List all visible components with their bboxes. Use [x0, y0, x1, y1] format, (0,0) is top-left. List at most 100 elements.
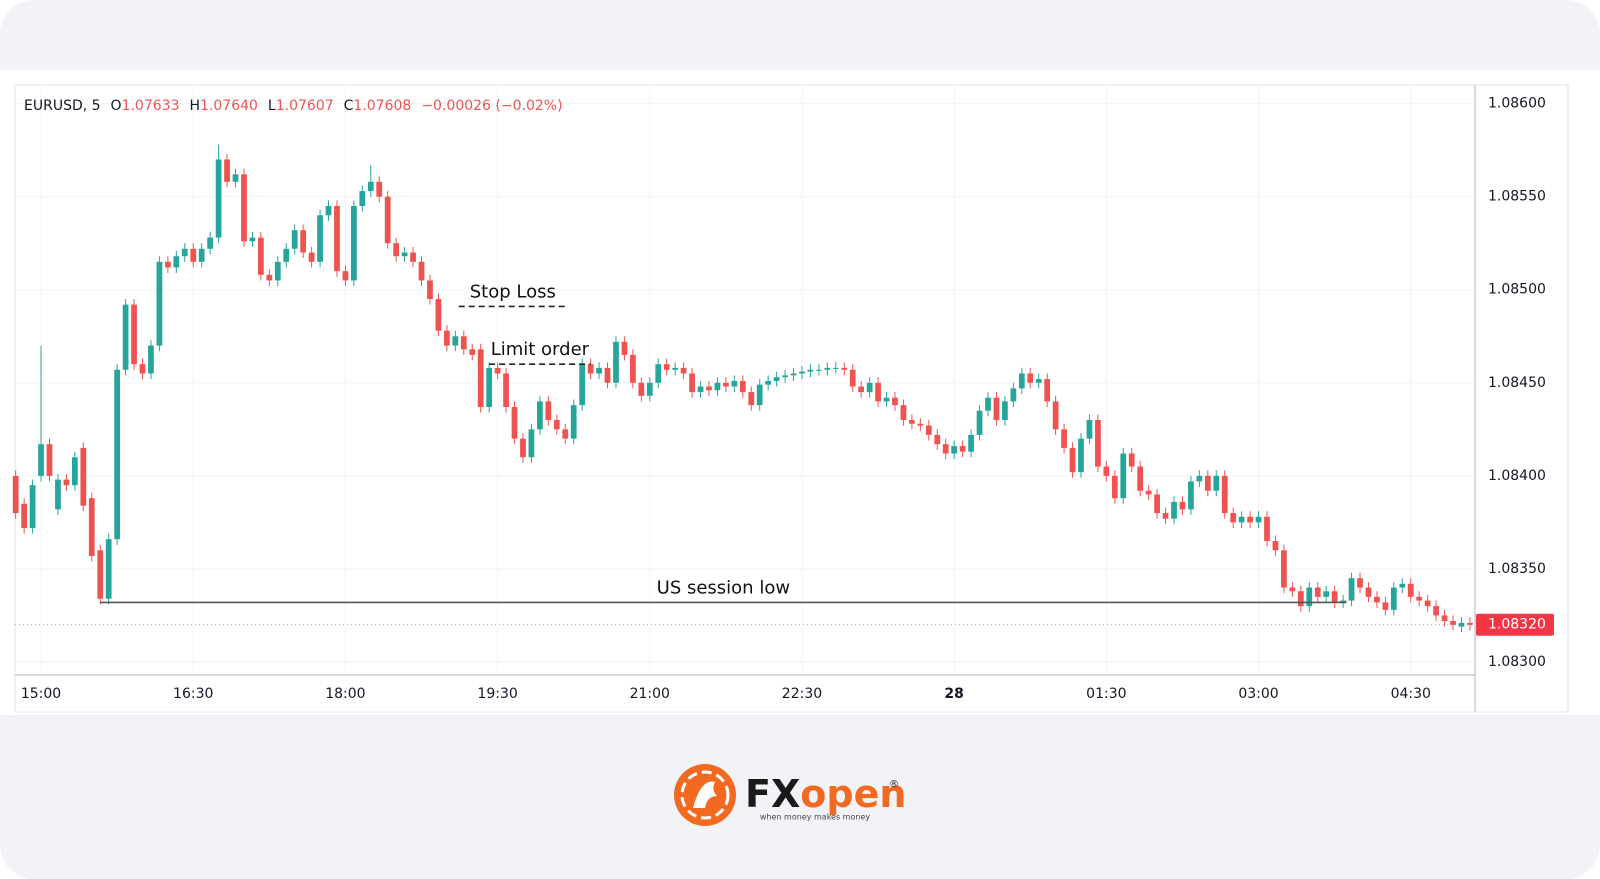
candle-body	[663, 364, 670, 370]
annotation-label: US session low	[657, 577, 790, 598]
candle-body	[1204, 475, 1211, 491]
candle-body	[1365, 587, 1372, 597]
candle-body	[892, 397, 898, 406]
candle-body	[1399, 583, 1406, 588]
candle-body	[748, 392, 755, 406]
candle-body	[1128, 453, 1135, 467]
candle-body	[12, 475, 19, 514]
candle-body	[46, 444, 53, 476]
y-tick-label: 1.08450	[1488, 375, 1546, 391]
candle-body	[1078, 438, 1084, 473]
x-tick-label: 21:00	[630, 686, 670, 702]
candle-body	[689, 373, 695, 393]
y-tick-label: 1.08500	[1488, 282, 1546, 298]
candle-body	[723, 382, 729, 387]
candle-body	[1018, 373, 1025, 389]
candle-body	[883, 397, 890, 402]
candle-body	[799, 371, 805, 374]
candle-body	[469, 349, 476, 355]
annotation-label: Limit order	[491, 339, 590, 360]
candle-body	[55, 479, 61, 510]
candle-body	[858, 386, 865, 393]
candle-body	[782, 375, 788, 378]
header-item: −0.00026 (−0.02%)	[421, 98, 562, 114]
candle-body	[1323, 591, 1330, 597]
candle-body	[1331, 591, 1338, 603]
annotation-label: Stop Loss	[470, 281, 556, 302]
candle-body	[1095, 420, 1101, 467]
candle-body	[545, 401, 552, 421]
candle-body	[570, 405, 577, 439]
candle-body	[359, 191, 366, 206]
y-tick-label: 1.08400	[1488, 468, 1546, 484]
candle-body	[1035, 379, 1042, 383]
header-item: C	[344, 98, 354, 114]
candle-body	[528, 429, 535, 458]
candle-body	[131, 304, 137, 365]
x-tick-label: 01:30	[1086, 686, 1126, 702]
candle-body	[122, 304, 129, 370]
candle-body	[909, 420, 915, 424]
candle-body	[257, 237, 264, 275]
candle-body	[1297, 591, 1304, 607]
header-item: H	[189, 98, 200, 114]
candle-body	[807, 369, 814, 372]
candle-body	[215, 159, 222, 238]
header-item: 1.07633	[122, 98, 180, 114]
header-item: L	[268, 98, 276, 114]
candle-body	[604, 367, 611, 383]
candle-body	[1069, 447, 1076, 473]
candle-body	[976, 410, 983, 435]
candle-body	[350, 205, 357, 281]
candle-body	[849, 369, 856, 387]
candle-body	[401, 252, 408, 257]
last-price-box	[1476, 613, 1554, 636]
candle-body	[596, 367, 602, 374]
candle-body	[756, 384, 763, 406]
y-tick-label: 1.08350	[1488, 561, 1546, 577]
candle-body	[587, 364, 594, 374]
logo-registered: ®	[889, 779, 899, 790]
candle-body	[148, 345, 154, 374]
candle-body	[1188, 481, 1194, 510]
candle-body	[1171, 501, 1177, 519]
candle-body	[731, 380, 738, 387]
candle-body	[1340, 600, 1346, 603]
candle-body	[1061, 429, 1067, 448]
candle-body	[959, 446, 966, 452]
candle-body	[435, 299, 442, 331]
candle-body	[1272, 540, 1279, 551]
candle-body	[765, 380, 772, 385]
candle-body	[494, 367, 501, 374]
candle-body	[427, 280, 433, 300]
candle-body	[477, 349, 484, 407]
candle-body	[773, 377, 780, 381]
candle-body	[638, 382, 645, 396]
candle-body	[139, 364, 146, 374]
candle-body	[384, 196, 391, 244]
header-item: EURUSD, 5	[24, 98, 101, 114]
candle-body	[1196, 475, 1203, 482]
candle-body	[1238, 516, 1245, 523]
candle-body	[697, 386, 704, 393]
candle-body	[71, 457, 78, 486]
candle-body	[1154, 494, 1160, 514]
x-tick-label: 28	[944, 686, 963, 702]
logo-brand: FX	[745, 772, 800, 816]
candle-body	[1467, 622, 1473, 625]
candle-body	[452, 336, 459, 346]
candle-body	[418, 261, 425, 281]
candle-body	[181, 248, 188, 257]
candle-body	[1390, 587, 1397, 610]
candle-body	[1255, 516, 1262, 523]
candle-body	[985, 397, 991, 411]
candle-body	[1264, 516, 1270, 541]
candle-body	[503, 373, 509, 407]
candle-body	[1145, 490, 1152, 495]
x-tick-label: 03:00	[1238, 686, 1278, 702]
candle-body	[951, 446, 958, 454]
candle-body	[308, 252, 315, 262]
candle-body	[80, 447, 87, 506]
candle-body	[232, 174, 239, 182]
